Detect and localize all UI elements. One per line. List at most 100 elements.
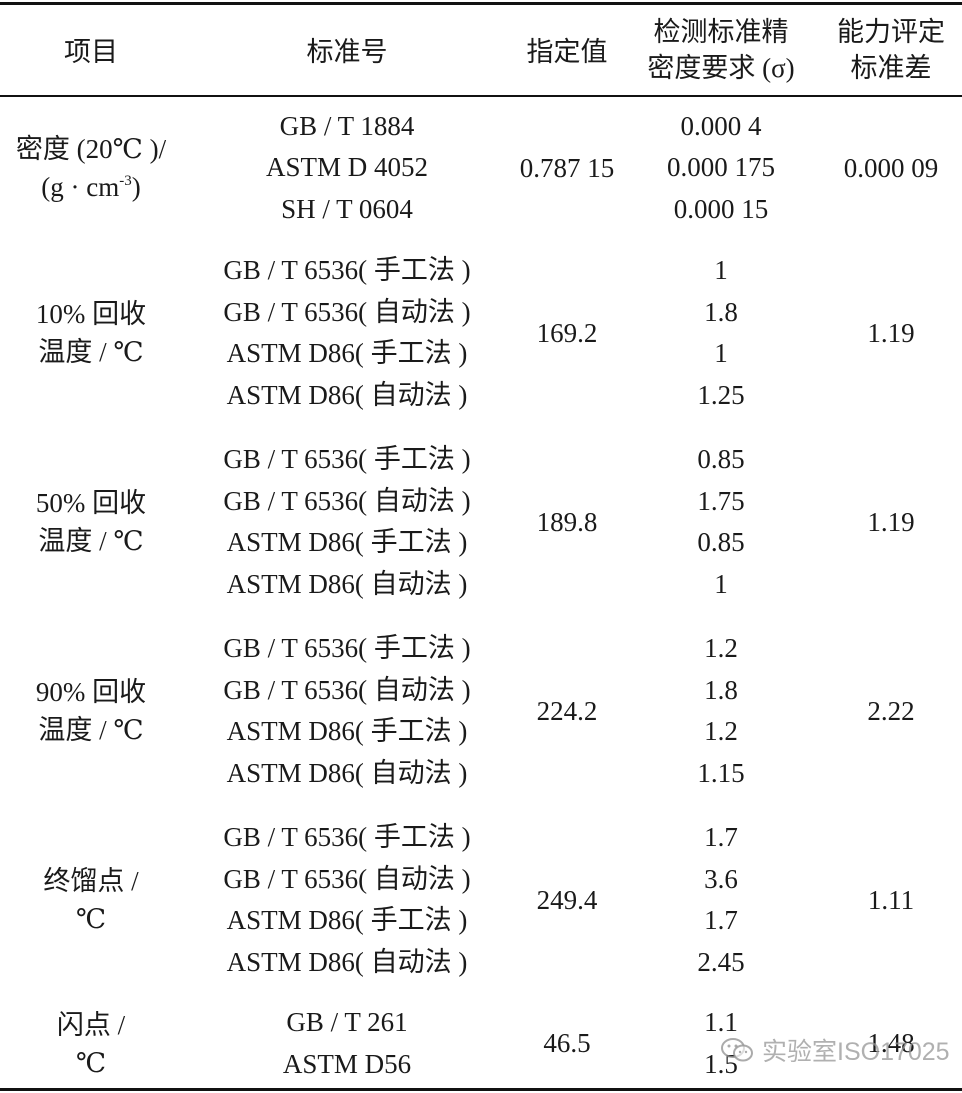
precision-value: 0.85 [697, 444, 745, 474]
row-item: 闪点 / ℃ [0, 1002, 182, 1085]
row-item-line: ℃ [75, 1047, 107, 1078]
header-precision-line: 密度要求 (σ) [647, 53, 795, 83]
row-assigned-value: 46.5 [543, 1028, 591, 1058]
header-precision-requirement: 检测标准精 密度要求 (σ) [622, 14, 820, 86]
standard-code: GB / T 6536( 手工法 ) [223, 822, 471, 852]
precision-value: 1.8 [704, 674, 738, 705]
row-item-line: 90% 回收 [35, 677, 147, 707]
row-eval-sd: 1.48 [867, 1028, 915, 1058]
precision-value: 1.15 [697, 757, 745, 788]
precision-value: 1.5 [704, 1048, 738, 1079]
row-standards: GB / T 6536( 手工法 ) GB / T 6536( 自动法 ) AS… [182, 439, 512, 605]
header-eval-sd: 能力评定 标准差 [820, 14, 962, 86]
standard-code: GB / T 261 [286, 1007, 408, 1037]
row-precision: 1.7 3.6 1.7 2.45 [622, 817, 820, 983]
standard-code: GB / T 6536( 自动法 ) [223, 863, 471, 894]
standard-code: ASTM D86( 手工法 ) [226, 716, 468, 746]
row-assigned-value: 249.4 [536, 884, 598, 915]
standard-code: GB / T 6536( 手工法 ) [223, 633, 471, 663]
row-item-line: 终馏点 / [43, 866, 139, 896]
standard-code: ASTM D86( 手工法 ) [226, 527, 468, 557]
row-item-line: (g · cm-3) [41, 172, 141, 202]
row-precision: 1.1 1.5 [622, 1002, 820, 1085]
row-standards: GB / T 1884 ASTM D 4052 SH / T 0604 [182, 105, 512, 231]
precision-value: 2.45 [697, 946, 745, 977]
precision-value: 1 [714, 255, 728, 285]
standard-code: ASTM D86( 自动法 ) [226, 757, 468, 788]
row-item-line: 10% 回收 [35, 299, 147, 329]
header-assigned-value: 指定值 [526, 37, 608, 67]
standard-code: GB / T 1884 [279, 110, 415, 141]
precision-value: 1.75 [697, 485, 745, 516]
header-standard: 标准号 [306, 37, 388, 67]
table-row-flash-point: 闪点 / ℃ GB / T 261 ASTM D56 46.5 1.1 1.5 … [0, 1002, 962, 1085]
row-standards: GB / T 6536( 手工法 ) GB / T 6536( 自动法 ) AS… [182, 628, 512, 794]
precision-value: 1.1 [704, 1007, 738, 1037]
precision-value: 0.000 15 [673, 193, 769, 224]
standard-code: ASTM D86( 自动法 ) [226, 568, 468, 599]
precision-value: 1.2 [704, 633, 738, 663]
row-item-line: 温度 / ℃ [38, 715, 144, 745]
standard-code: ASTM D86( 自动法 ) [226, 946, 468, 977]
row-eval-sd: 1.11 [867, 884, 915, 915]
row-assigned-value: 224.2 [536, 695, 598, 726]
standard-code: GB / T 6536( 自动法 ) [223, 485, 471, 516]
precision-value: 1.7 [704, 822, 738, 852]
row-eval-sd: 1.19 [867, 506, 915, 537]
precision-value: 1 [714, 568, 728, 599]
precision-value: 1.8 [704, 296, 738, 327]
row-item-line: 温度 / ℃ [38, 526, 144, 556]
row-precision: 1 1.8 1 1.25 [622, 250, 820, 416]
precision-value: 1.7 [704, 905, 738, 935]
table-row-density: 密度 (20℃ )/ (g · cm-3) GB / T 1884 ASTM D… [0, 105, 962, 231]
row-item: 50% 回收 温度 / ℃ [0, 439, 182, 605]
standard-code: GB / T 6536( 手工法 ) [223, 444, 471, 474]
standard-code: SH / T 0604 [281, 193, 413, 224]
precision-value: 3.6 [704, 863, 738, 894]
row-item-line: ℃ [75, 904, 107, 934]
row-item-line: 50% 回收 [35, 488, 147, 518]
standard-code: GB / T 6536( 自动法 ) [223, 674, 471, 705]
header-eval-sd-line: 标准差 [850, 53, 932, 83]
row-item: 90% 回收 温度 / ℃ [0, 628, 182, 794]
row-assigned-value: 0.787 15 [519, 152, 615, 183]
row-item-line: 闪点 / [56, 1009, 126, 1040]
table-row-50pct-recovery: 50% 回收 温度 / ℃ GB / T 6536( 手工法 ) GB / T … [0, 439, 962, 605]
row-item: 密度 (20℃ )/ (g · cm-3) [0, 105, 182, 231]
standard-code: GB / T 6536( 自动法 ) [223, 296, 471, 327]
row-item: 终馏点 / ℃ [0, 817, 182, 983]
header-precision-line: 检测标准精 [653, 17, 789, 47]
row-item: 10% 回收 温度 / ℃ [0, 250, 182, 416]
row-precision: 0.85 1.75 0.85 1 [622, 439, 820, 605]
precision-value: 0.85 [697, 527, 745, 557]
standard-code: ASTM D 4052 [265, 152, 428, 183]
row-eval-sd: 0.000 09 [843, 152, 939, 183]
precision-value: 0.000 4 [680, 110, 762, 141]
standard-code: ASTM D86( 手工法 ) [226, 338, 468, 368]
table-row-final-boiling-point: 终馏点 / ℃ GB / T 6536( 手工法 ) GB / T 6536( … [0, 817, 962, 983]
header-eval-sd-line: 能力评定 [837, 17, 945, 47]
row-eval-sd: 1.19 [867, 317, 915, 348]
table-row-10pct-recovery: 10% 回收 温度 / ℃ GB / T 6536( 手工法 ) GB / T … [0, 250, 962, 416]
standard-code: GB / T 6536( 手工法 ) [223, 255, 471, 285]
precision-value: 1.25 [697, 379, 745, 410]
precision-value: 0.000 175 [667, 152, 775, 183]
row-item-line: 密度 (20℃ )/ [15, 134, 167, 164]
row-precision: 1.2 1.8 1.2 1.15 [622, 628, 820, 794]
row-assigned-value: 189.8 [536, 506, 598, 537]
row-eval-sd: 2.22 [867, 695, 915, 726]
row-standards: GB / T 6536( 手工法 ) GB / T 6536( 自动法 ) AS… [182, 250, 512, 416]
row-assigned-value: 169.2 [536, 317, 598, 348]
table-row-90pct-recovery: 90% 回收 温度 / ℃ GB / T 6536( 手工法 ) GB / T … [0, 628, 962, 794]
row-item-line: 温度 / ℃ [38, 337, 144, 367]
table-header-rule [0, 95, 962, 97]
row-precision: 0.000 4 0.000 175 0.000 15 [622, 105, 820, 231]
standard-code: ASTM D86( 自动法 ) [226, 379, 468, 410]
row-standards: GB / T 6536( 手工法 ) GB / T 6536( 自动法 ) AS… [182, 817, 512, 983]
precision-value: 1.2 [704, 716, 738, 746]
header-item: 项目 [64, 37, 118, 67]
row-standards: GB / T 261 ASTM D56 [182, 1002, 512, 1085]
table-top-rule [0, 2, 962, 5]
precision-value: 1 [714, 338, 728, 368]
table-bottom-rule [0, 1088, 962, 1091]
